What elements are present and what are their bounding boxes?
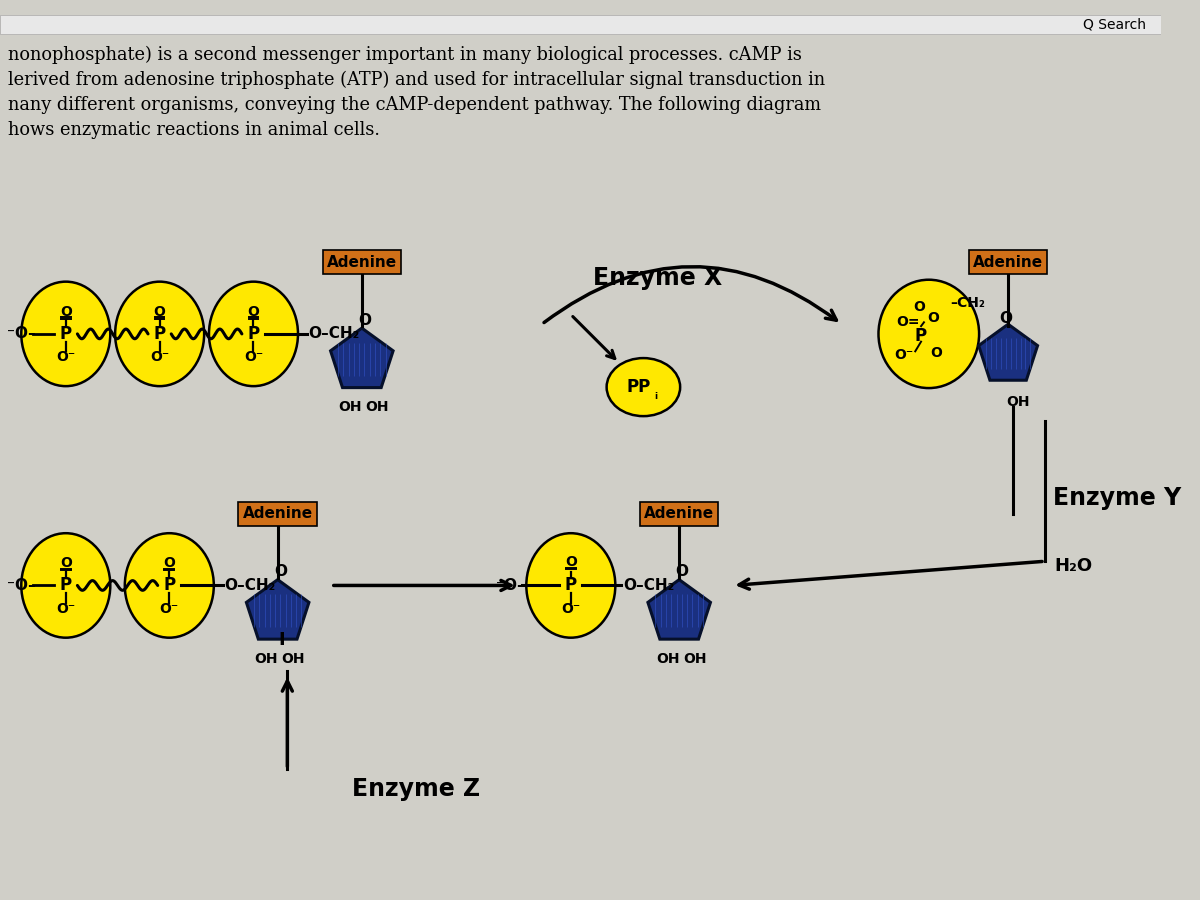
Text: OH: OH <box>656 652 679 666</box>
Text: O: O <box>1000 310 1013 326</box>
Ellipse shape <box>115 282 204 386</box>
Text: OH: OH <box>683 652 707 666</box>
Text: Enzyme Z: Enzyme Z <box>352 777 480 801</box>
Text: ⁻O–: ⁻O– <box>497 578 526 593</box>
Ellipse shape <box>607 358 680 416</box>
Text: Adenine: Adenine <box>644 507 714 521</box>
Text: O=: O= <box>895 315 919 329</box>
Text: –CH₂: –CH₂ <box>950 296 985 310</box>
Text: O: O <box>154 304 166 319</box>
Text: O: O <box>274 564 287 580</box>
Text: Enzyme Y: Enzyme Y <box>1052 486 1181 510</box>
Text: O–CH₂: O–CH₂ <box>224 578 276 593</box>
Ellipse shape <box>878 280 979 388</box>
Ellipse shape <box>209 282 298 386</box>
Text: O⁻: O⁻ <box>150 350 169 365</box>
Text: PP: PP <box>626 378 650 396</box>
Ellipse shape <box>125 533 214 638</box>
FancyBboxPatch shape <box>0 14 1160 34</box>
FancyArrowPatch shape <box>282 681 293 767</box>
Text: O: O <box>60 304 72 319</box>
Text: H₂O: H₂O <box>1055 557 1093 575</box>
Text: O⁻: O⁻ <box>244 350 263 365</box>
Polygon shape <box>979 324 1038 380</box>
Text: O⁻: O⁻ <box>562 602 581 616</box>
Text: ᵢ: ᵢ <box>654 388 658 402</box>
Text: O: O <box>930 346 942 360</box>
FancyArrowPatch shape <box>334 580 511 590</box>
Text: O: O <box>565 555 577 569</box>
Text: O: O <box>247 304 259 319</box>
Text: O: O <box>60 556 72 571</box>
Text: I: I <box>278 631 284 649</box>
Ellipse shape <box>527 533 616 638</box>
Text: P: P <box>60 325 72 343</box>
FancyArrowPatch shape <box>739 562 1042 590</box>
Text: Adenine: Adenine <box>973 255 1043 270</box>
Text: ⁻O–: ⁻O– <box>7 327 36 341</box>
Text: nonophosphate) is a second messenger important in many biological processes. cAM: nonophosphate) is a second messenger imp… <box>7 46 802 64</box>
FancyBboxPatch shape <box>239 502 317 526</box>
Text: Enzyme X: Enzyme X <box>593 266 722 290</box>
Polygon shape <box>648 580 710 639</box>
Text: P: P <box>154 325 166 343</box>
Text: O: O <box>928 311 940 326</box>
Text: OH: OH <box>254 652 278 666</box>
Text: ⁻O–: ⁻O– <box>7 578 36 593</box>
FancyBboxPatch shape <box>323 250 401 274</box>
Text: O⁻: O⁻ <box>56 602 76 616</box>
Text: Adenine: Adenine <box>326 255 397 270</box>
Text: nany different organisms, conveying the cAMP-dependent pathway. The following di: nany different organisms, conveying the … <box>7 96 821 114</box>
Text: Adenine: Adenine <box>242 507 313 521</box>
Text: OH: OH <box>281 652 305 666</box>
Text: O⁻: O⁻ <box>894 348 913 362</box>
FancyArrowPatch shape <box>544 266 836 322</box>
Ellipse shape <box>22 533 110 638</box>
Ellipse shape <box>22 282 110 386</box>
FancyBboxPatch shape <box>968 250 1048 274</box>
Text: O⁻: O⁻ <box>56 350 76 365</box>
Text: P: P <box>60 576 72 594</box>
Text: O: O <box>163 556 175 571</box>
Text: P: P <box>565 576 577 594</box>
Text: lerived from adenosine triphosphate (ATP) and used for intracellular signal tran: lerived from adenosine triphosphate (ATP… <box>7 71 824 89</box>
Text: O⁻: O⁻ <box>160 602 179 616</box>
Text: O: O <box>359 313 371 328</box>
Text: P: P <box>247 325 259 343</box>
Text: O: O <box>913 300 925 314</box>
FancyArrowPatch shape <box>572 317 614 358</box>
Polygon shape <box>330 328 394 388</box>
Text: O–CH₂: O–CH₂ <box>623 578 674 593</box>
Text: P: P <box>163 576 175 594</box>
Text: OH: OH <box>366 400 389 414</box>
Text: P: P <box>914 327 928 345</box>
Polygon shape <box>246 580 308 639</box>
Text: O–CH₂: O–CH₂ <box>308 327 360 341</box>
Text: Q Search: Q Search <box>1084 17 1146 32</box>
Text: hows enzymatic reactions in animal cells.: hows enzymatic reactions in animal cells… <box>7 122 379 140</box>
Text: O: O <box>676 564 689 580</box>
Text: OH: OH <box>338 400 362 414</box>
Text: OH: OH <box>1006 394 1030 409</box>
FancyBboxPatch shape <box>640 502 719 526</box>
